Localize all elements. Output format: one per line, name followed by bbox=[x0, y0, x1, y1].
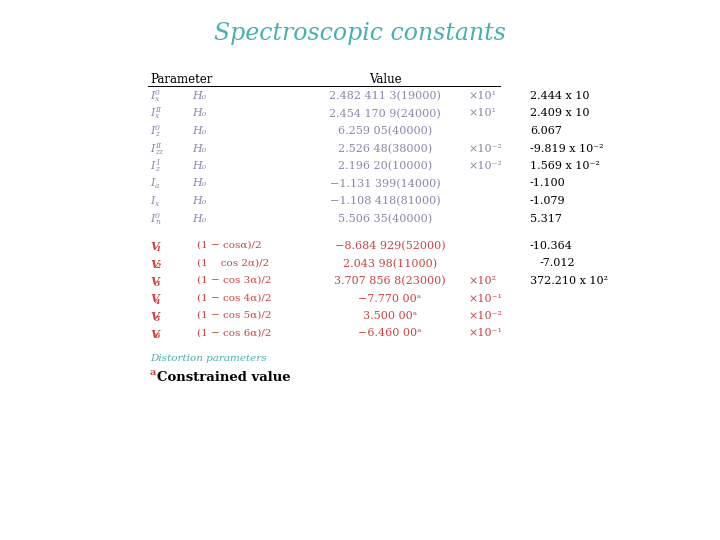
Text: H₀: H₀ bbox=[192, 179, 206, 188]
Text: −6.460 00ᵃ: −6.460 00ᵃ bbox=[359, 328, 422, 339]
Text: Spectroscopic constants: Spectroscopic constants bbox=[214, 22, 506, 45]
Text: -10.364: -10.364 bbox=[530, 241, 573, 251]
Text: 3.707 856 8(23000): 3.707 856 8(23000) bbox=[334, 276, 446, 286]
Text: 2.196 20(10000): 2.196 20(10000) bbox=[338, 161, 432, 171]
Text: 3: 3 bbox=[155, 280, 161, 288]
Text: I: I bbox=[150, 144, 154, 153]
Text: V: V bbox=[150, 259, 158, 269]
Text: ×10¹: ×10¹ bbox=[468, 109, 496, 118]
Text: V: V bbox=[150, 276, 158, 287]
Text: x: x bbox=[155, 112, 159, 120]
Text: Value: Value bbox=[369, 73, 401, 86]
Text: H₀: H₀ bbox=[192, 213, 206, 224]
Text: V: V bbox=[150, 311, 158, 322]
Text: ×10⁻¹: ×10⁻¹ bbox=[468, 294, 502, 303]
Text: II: II bbox=[155, 141, 161, 150]
Text: H₀: H₀ bbox=[192, 109, 206, 118]
Text: ×10⁻²: ×10⁻² bbox=[468, 161, 502, 171]
Text: (1 − cos 5α)/2: (1 − cos 5α)/2 bbox=[197, 311, 271, 320]
Text: 2: 2 bbox=[155, 262, 161, 271]
Text: H₀: H₀ bbox=[192, 126, 206, 136]
Text: Parameter: Parameter bbox=[150, 73, 212, 86]
Text: (1 − cos 6α)/2: (1 − cos 6α)/2 bbox=[197, 328, 271, 338]
Text: H₀: H₀ bbox=[192, 196, 206, 206]
Text: 5: 5 bbox=[155, 315, 161, 323]
Text: 2.482 411 3(19000): 2.482 411 3(19000) bbox=[329, 91, 441, 102]
Text: a: a bbox=[155, 183, 160, 191]
Text: (1 − cos 3α)/2: (1 − cos 3α)/2 bbox=[197, 276, 271, 285]
Text: zz: zz bbox=[155, 147, 163, 156]
Text: 0: 0 bbox=[155, 124, 160, 132]
Text: 1: 1 bbox=[155, 159, 160, 167]
Text: 6.067: 6.067 bbox=[530, 126, 562, 136]
Text: (1 − cos 4α)/2: (1 − cos 4α)/2 bbox=[197, 294, 271, 302]
Text: 0: 0 bbox=[155, 89, 160, 97]
Text: (1 − cosα)/2: (1 − cosα)/2 bbox=[197, 241, 261, 250]
Text: 2.454 170 9(24000): 2.454 170 9(24000) bbox=[329, 109, 441, 119]
Text: x: x bbox=[155, 200, 159, 208]
Text: −1.108 418(81000): −1.108 418(81000) bbox=[330, 196, 441, 206]
Text: 3.500 00ᵃ: 3.500 00ᵃ bbox=[363, 311, 417, 321]
Text: 2.444 x 10: 2.444 x 10 bbox=[530, 91, 590, 101]
Text: −1.131 399(14000): −1.131 399(14000) bbox=[330, 179, 441, 189]
Text: 1: 1 bbox=[155, 245, 161, 253]
Text: 5.317: 5.317 bbox=[530, 213, 562, 224]
Text: −7.770 00ᵃ: −7.770 00ᵃ bbox=[359, 294, 422, 303]
Text: −8.684 929(52000): −8.684 929(52000) bbox=[335, 241, 445, 251]
Text: II: II bbox=[155, 106, 161, 114]
Text: ×10¹: ×10¹ bbox=[468, 91, 496, 101]
Text: -1.100: -1.100 bbox=[530, 179, 566, 188]
Text: H₀: H₀ bbox=[192, 144, 206, 153]
Text: I: I bbox=[150, 161, 154, 171]
Text: H₀: H₀ bbox=[192, 91, 206, 101]
Text: 5.506 35(40000): 5.506 35(40000) bbox=[338, 213, 432, 224]
Text: I: I bbox=[150, 109, 154, 118]
Text: ×10⁻²: ×10⁻² bbox=[468, 311, 502, 321]
Text: z: z bbox=[155, 165, 159, 173]
Text: x: x bbox=[155, 95, 159, 103]
Text: a: a bbox=[150, 368, 156, 377]
Text: V: V bbox=[150, 294, 158, 305]
Text: ×10²: ×10² bbox=[468, 276, 496, 286]
Text: V: V bbox=[150, 328, 158, 340]
Text: -9.819 x 10⁻²: -9.819 x 10⁻² bbox=[530, 144, 603, 153]
Text: H₀: H₀ bbox=[192, 161, 206, 171]
Text: z: z bbox=[155, 130, 159, 138]
Text: V: V bbox=[150, 241, 158, 252]
Text: 1.569 x 10⁻²: 1.569 x 10⁻² bbox=[530, 161, 600, 171]
Text: I: I bbox=[150, 91, 154, 101]
Text: n: n bbox=[155, 218, 160, 226]
Text: Distortion parameters: Distortion parameters bbox=[150, 354, 266, 363]
Text: 0: 0 bbox=[155, 212, 160, 219]
Text: 2.409 x 10: 2.409 x 10 bbox=[530, 109, 590, 118]
Text: -1.079: -1.079 bbox=[530, 196, 566, 206]
Text: 6: 6 bbox=[155, 333, 161, 341]
Text: Constrained value: Constrained value bbox=[157, 371, 291, 384]
Text: ×10⁻²: ×10⁻² bbox=[468, 144, 502, 153]
Text: 2.043 98(11000): 2.043 98(11000) bbox=[343, 259, 437, 269]
Text: ×10⁻¹: ×10⁻¹ bbox=[468, 328, 502, 339]
Text: 4: 4 bbox=[155, 298, 161, 306]
Text: 372.210 x 10²: 372.210 x 10² bbox=[530, 276, 608, 286]
Text: 6.259 05(40000): 6.259 05(40000) bbox=[338, 126, 432, 136]
Text: I: I bbox=[150, 126, 154, 136]
Text: I: I bbox=[150, 213, 154, 224]
Text: I: I bbox=[150, 179, 154, 188]
Text: -7.012: -7.012 bbox=[540, 259, 575, 268]
Text: I: I bbox=[150, 196, 154, 206]
Text: 2.526 48(38000): 2.526 48(38000) bbox=[338, 144, 432, 154]
Text: (1    cos 2α)/2: (1 cos 2α)/2 bbox=[197, 259, 269, 267]
